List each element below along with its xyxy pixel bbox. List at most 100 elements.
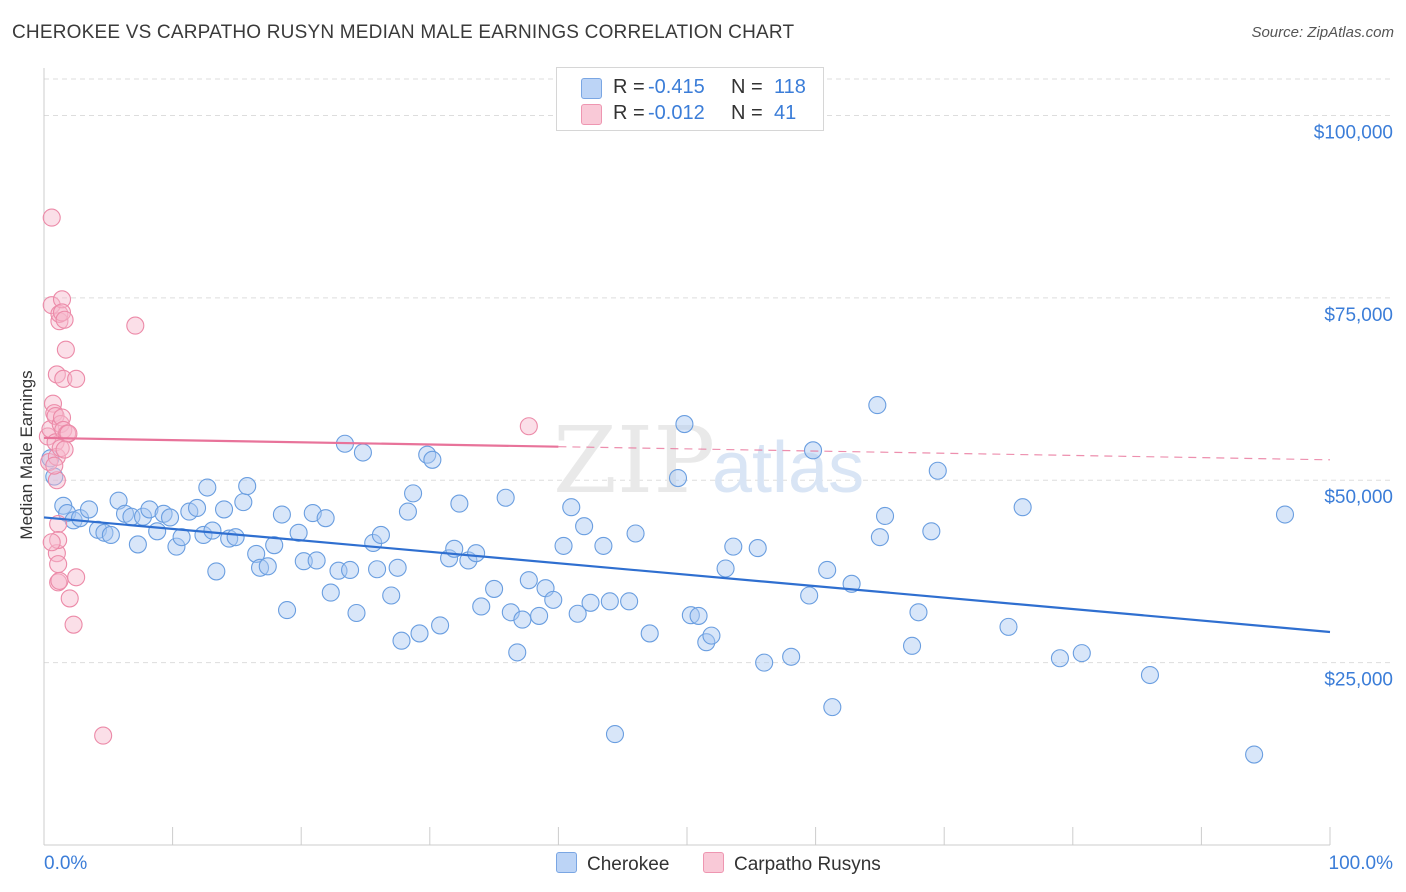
- cherokee-point: [689, 606, 708, 625]
- watermark-atlas: atlas: [712, 428, 864, 508]
- cherokee-point: [265, 536, 284, 555]
- cherokee-point: [289, 523, 308, 542]
- rusyn-point: [55, 310, 74, 329]
- cherokee-point: [640, 624, 659, 643]
- rusyn-point: [67, 568, 86, 587]
- cherokee-point: [398, 502, 417, 521]
- cherokee-point: [371, 525, 390, 545]
- rusyn-swatch: [703, 852, 724, 873]
- cherokee-point: [431, 616, 450, 635]
- cherokee-point: [501, 603, 520, 622]
- cherokee-point: [203, 521, 222, 540]
- cherokee-point: [467, 544, 486, 563]
- cherokee-point: [668, 468, 688, 488]
- cherokee-point: [418, 445, 437, 464]
- cherokee-point: [316, 509, 335, 528]
- cherokee-point: [198, 478, 217, 497]
- rusyn-point: [94, 726, 113, 745]
- cherokee-point: [581, 593, 600, 612]
- legend-r-value: -0.415: [648, 76, 705, 98]
- cherokee-point: [404, 484, 423, 503]
- cherokee-point: [207, 562, 226, 581]
- cherokee-point: [999, 617, 1018, 636]
- cherokee-point: [101, 525, 120, 545]
- rusyn-point: [47, 471, 66, 490]
- cherokee-point: [868, 396, 887, 415]
- cherokee-point: [79, 500, 99, 519]
- cherokee-point: [681, 606, 700, 625]
- cherokee-point: [875, 506, 895, 526]
- cherokee-point: [307, 551, 326, 570]
- cherokee-point: [294, 552, 313, 571]
- cherokee-point: [909, 603, 928, 622]
- cherokee-point: [870, 528, 889, 547]
- cherokee-point: [234, 493, 253, 512]
- rusyn-point: [42, 208, 61, 227]
- cherokee-point: [258, 557, 277, 576]
- cherokee-point: [748, 539, 767, 558]
- cherokee-point: [496, 488, 515, 507]
- legend-n-label: N =: [731, 102, 763, 124]
- cherokee-point: [818, 560, 837, 580]
- watermark: ZIP atlas: [553, 407, 864, 514]
- y-axis-label: Median Male Earnings: [17, 370, 36, 539]
- cherokee-point: [382, 586, 401, 605]
- cherokee-swatch: [556, 852, 577, 873]
- rusyn-point: [50, 571, 69, 590]
- legend-label-cherokee: Cherokee: [587, 854, 670, 875]
- cherokee-point: [755, 653, 774, 672]
- cherokee-point: [392, 631, 411, 650]
- cherokee-point: [1140, 665, 1160, 685]
- legend-label-rusyn: Carpatho Rusyns: [734, 854, 881, 875]
- rusyn-point: [52, 303, 72, 322]
- cherokee-point: [368, 560, 387, 579]
- rusyn-point: [54, 369, 73, 388]
- cherokee-point: [519, 571, 538, 590]
- rusyn-point: [45, 456, 64, 475]
- cherokee-point: [513, 610, 532, 629]
- correlation-legend: R = -0.415 N = 118 R = -0.012 N = 41: [556, 67, 824, 131]
- cherokee-point: [148, 522, 167, 541]
- rusyn-point: [55, 440, 74, 459]
- rusyn-point: [519, 417, 538, 436]
- watermark-zip: ZIP: [553, 407, 715, 514]
- source-label: Source: ZipAtlas.com: [1251, 24, 1394, 41]
- rusyn-point: [64, 615, 83, 634]
- axes: [43, 68, 1331, 846]
- cherokee-point: [928, 461, 947, 480]
- cherokee-point: [626, 524, 645, 543]
- cherokee-point: [600, 592, 619, 611]
- bottom-legend-rusyn: Carpatho Rusyns: [703, 852, 881, 876]
- cherokee-point: [800, 586, 819, 605]
- rusyn-point: [42, 533, 61, 552]
- cherokee-point: [554, 536, 573, 555]
- rusyn-point: [126, 316, 145, 335]
- rusyn-trend-line: [43, 436, 559, 448]
- cherokee-point: [472, 597, 491, 616]
- cherokee-point: [167, 537, 186, 556]
- legend-r-label: R =: [613, 76, 645, 98]
- cherokee-point: [321, 583, 340, 602]
- cherokee-point: [568, 604, 587, 623]
- cherokee-point: [1050, 649, 1069, 668]
- cherokee-point: [1275, 505, 1295, 524]
- rusyn-point: [56, 340, 75, 359]
- cherokee-point: [187, 498, 207, 518]
- rusyn-point: [67, 369, 86, 388]
- cherokee-point: [1013, 498, 1032, 517]
- cherokee-trend-line: [43, 516, 1331, 634]
- cherokee-point: [450, 494, 469, 513]
- legend-r-value: -0.012: [648, 102, 705, 124]
- cherokee-point: [594, 536, 613, 555]
- cherokee-point: [353, 443, 372, 462]
- y-tick-label: $75,000: [1324, 305, 1393, 326]
- rusyn-point: [60, 589, 79, 608]
- cherokee-point: [508, 643, 527, 662]
- y-tick-label: $50,000: [1324, 487, 1393, 508]
- cherokee-point: [140, 500, 159, 519]
- cherokee-point: [160, 508, 180, 527]
- y-tick-label: $100,000: [1314, 122, 1393, 143]
- cherokee-point: [347, 603, 366, 623]
- rusyn-point: [52, 290, 72, 309]
- y-tick-labels: $25,000 $50,000 $75,000 $100,000: [1314, 122, 1393, 690]
